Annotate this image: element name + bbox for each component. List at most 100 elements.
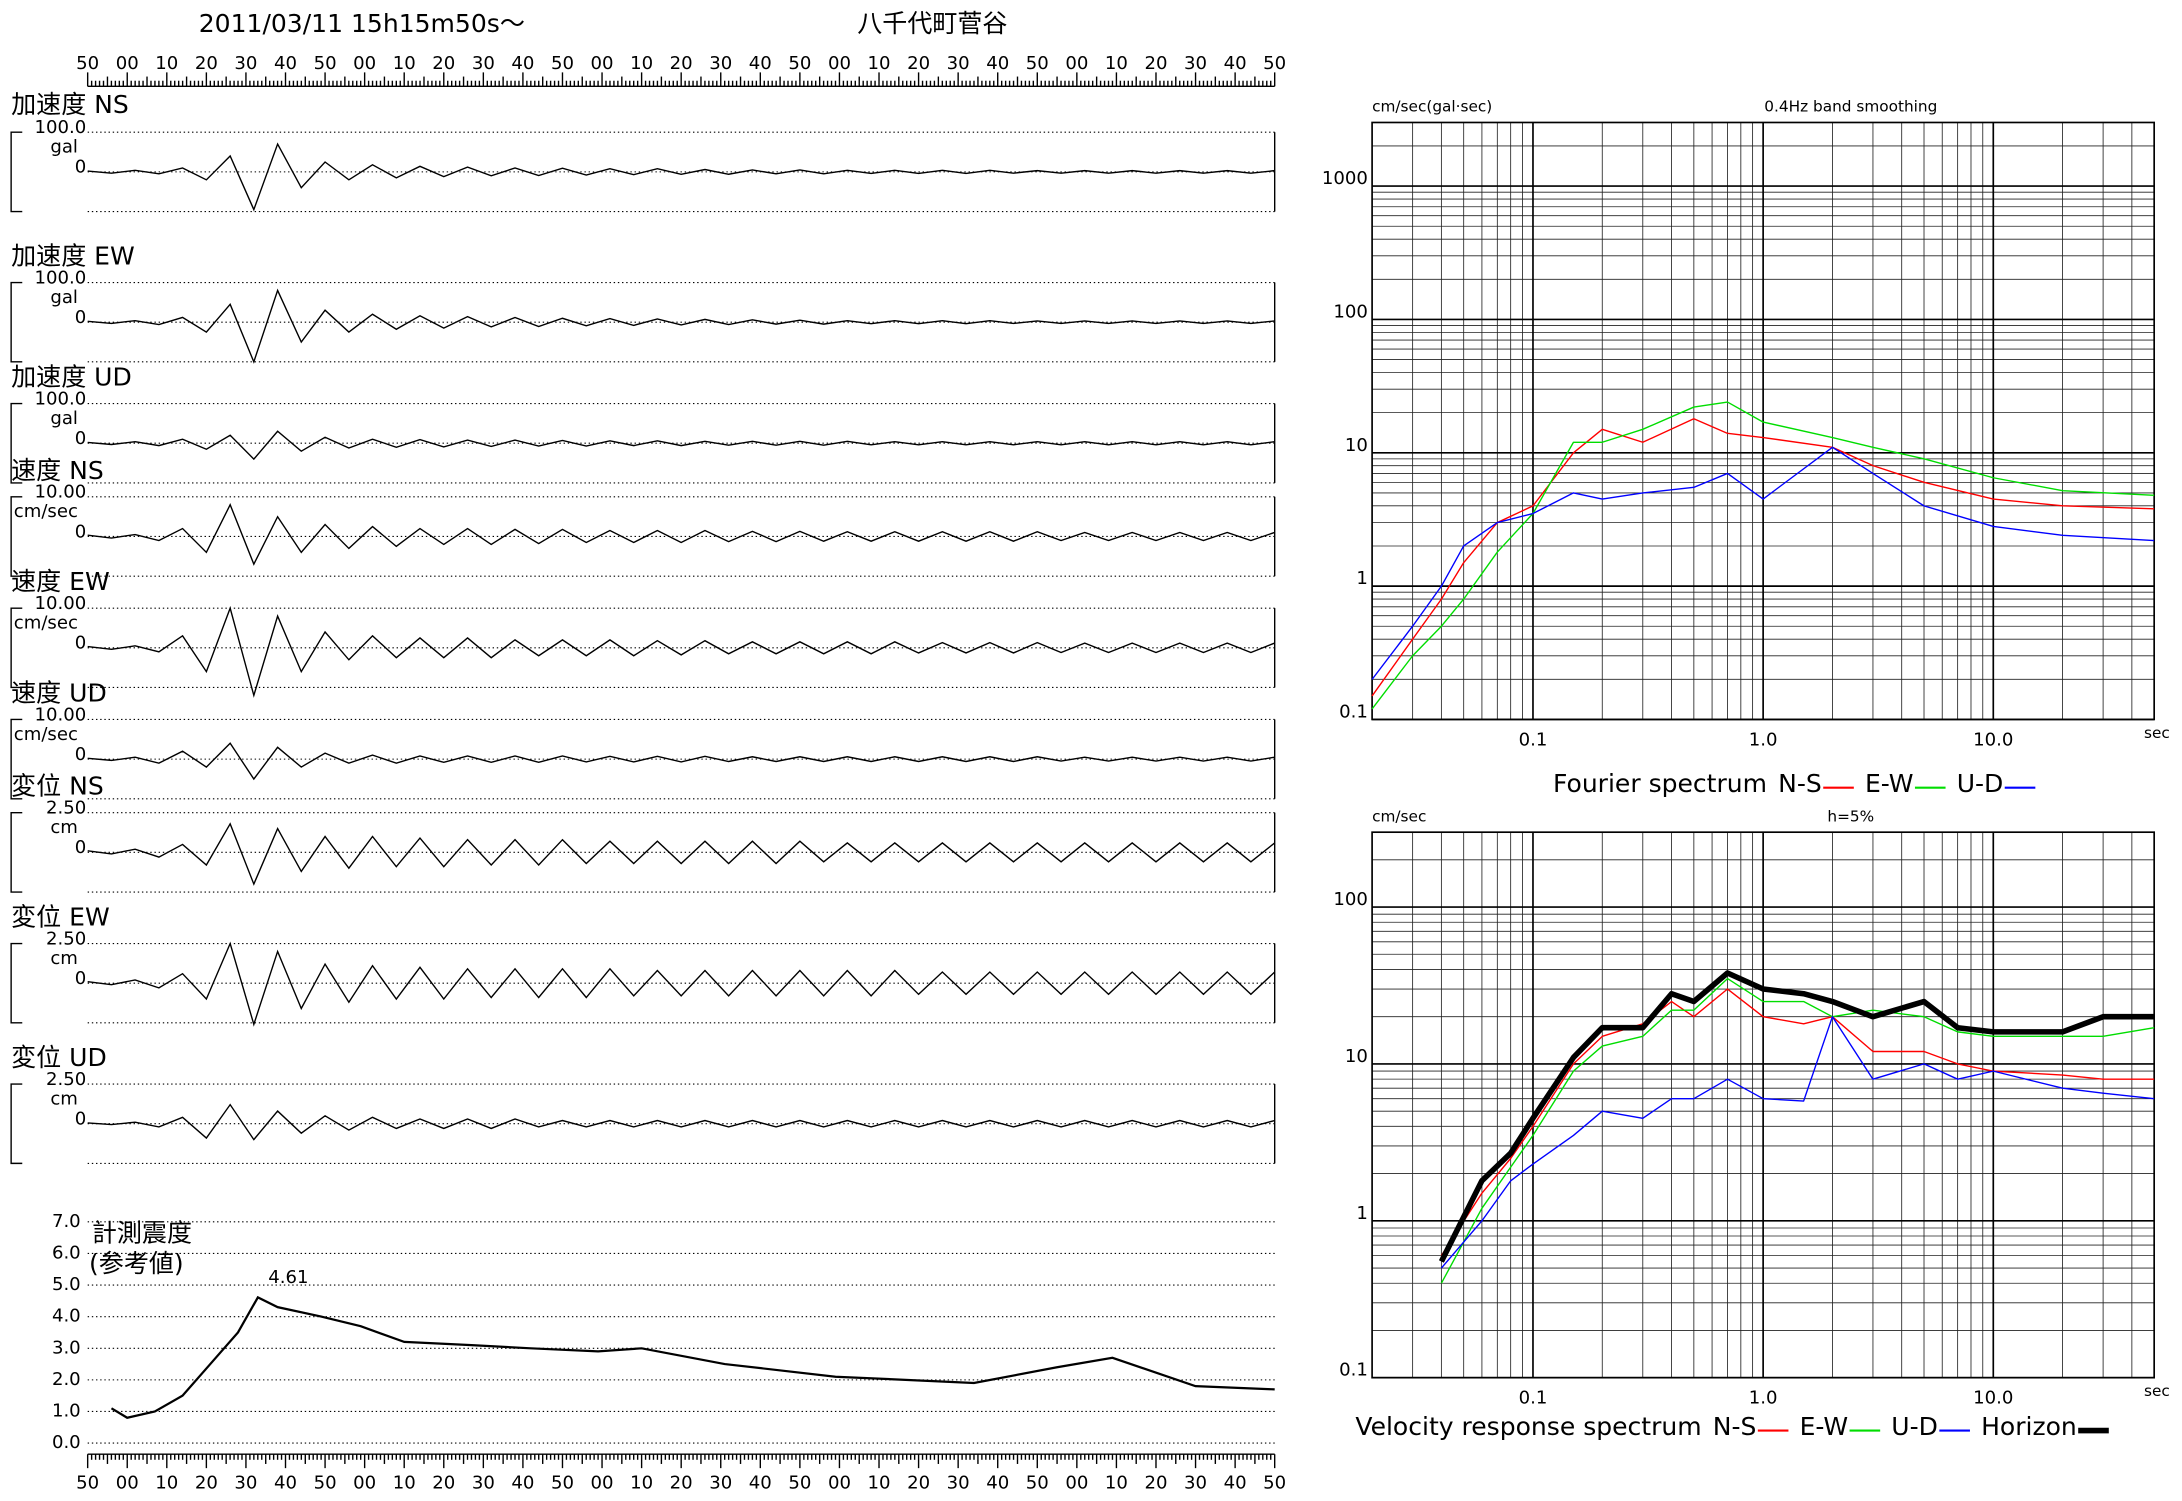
x-tick-label: 10 <box>1105 1472 1128 1493</box>
y-tick-label: 100.0 <box>35 117 87 138</box>
x-tick-label: 10 <box>393 53 416 74</box>
x-tick-label: 10 <box>155 53 178 74</box>
x-tick-label: 50 <box>788 1472 811 1493</box>
x-tick-label: 00 <box>116 53 139 74</box>
legend-label: N-S <box>1778 769 1822 798</box>
x-tick-label: 30 <box>947 1472 970 1493</box>
unit-label: gal <box>50 408 78 429</box>
x-tick-label: 30 <box>234 53 257 74</box>
x-tick-label: 40 <box>1224 1472 1247 1493</box>
legend-label: U-D <box>1957 769 2004 798</box>
panel-label: 速度 EW <box>11 567 110 596</box>
x-tick-label: 1.0 <box>1749 1388 1778 1409</box>
x-tick-label: 00 <box>1065 1472 1088 1493</box>
x-tick-label: 40 <box>274 1472 297 1493</box>
spectrum-line <box>1371 446 2155 680</box>
unit-label: cm <box>50 817 78 838</box>
panel-label: 変位 EW <box>11 902 110 931</box>
x-tick-label: 20 <box>1144 1472 1167 1493</box>
waveform <box>87 941 1276 1027</box>
x-tick-label: 30 <box>947 53 970 74</box>
y-axis-label: cm/sec <box>1372 807 1426 825</box>
x-tick-label: 40 <box>511 1472 534 1493</box>
x-tick-label: 40 <box>749 1472 772 1493</box>
x-tick-label: 00 <box>828 53 851 74</box>
x-tick-label: 10 <box>393 1472 416 1493</box>
x-tick-label: 00 <box>353 53 376 74</box>
x-tick-label: 0.1 <box>1519 1388 1548 1409</box>
waveform <box>87 605 1275 698</box>
panel-label: 変位 NS <box>11 772 104 801</box>
x-tick-label: 20 <box>1144 53 1167 74</box>
x-tick-label: 40 <box>511 53 534 74</box>
x-tick-label: 10 <box>1105 53 1128 74</box>
spectrum-line <box>1440 1016 2155 1269</box>
x-tick-label: 00 <box>1065 53 1088 74</box>
chart-title: 0.4Hz band smoothing <box>1764 98 1937 116</box>
y-tick-label: 100.0 <box>35 267 87 288</box>
x-tick-label: 50 <box>1263 1472 1286 1493</box>
x-tick-label: 20 <box>432 53 455 74</box>
spectrum-line <box>1371 418 2155 697</box>
x-tick-label: 50 <box>551 1472 574 1493</box>
panel-label: 速度 NS <box>11 456 104 485</box>
x-tick-label: 10 <box>155 1472 178 1493</box>
panel-bracket <box>10 1083 23 1165</box>
unit-label: gal <box>50 287 78 308</box>
x-tick-label: 50 <box>76 1472 99 1493</box>
x-axis-label: sec <box>2144 1382 2170 1400</box>
unit-label: cm <box>50 1088 78 1109</box>
unit-label: cm/sec <box>14 724 78 745</box>
y-tick-label: 10.00 <box>35 593 87 614</box>
spectrum-line <box>1371 401 2155 710</box>
y-tick-label: 1 <box>1356 1203 1368 1224</box>
y-tick-label: 0 <box>75 307 87 328</box>
panel-bracket <box>10 402 23 484</box>
panel-label: 変位 UD <box>11 1043 107 1072</box>
y-tick-label: 10 <box>1345 1046 1368 1067</box>
panel-bracket <box>10 718 23 800</box>
waveform <box>87 288 1275 364</box>
chart-title: 計測震度 <box>92 1218 192 1247</box>
x-tick-label: 40 <box>274 53 297 74</box>
panel-label: 加速度 NS <box>11 90 129 119</box>
y-tick-label: 0.1 <box>1339 702 1368 723</box>
y-tick-label: 0.1 <box>1339 1360 1368 1381</box>
x-tick-label: 40 <box>986 1472 1009 1493</box>
y-tick-label: 100 <box>1333 889 1368 910</box>
peak-label: 4.61 <box>268 1267 308 1288</box>
x-tick-label: 40 <box>749 53 772 74</box>
waveform <box>87 503 1275 566</box>
y-tick-label: 10.00 <box>35 482 87 503</box>
x-tick-label: 10.0 <box>1973 729 2013 750</box>
y-tick-label: 1 <box>1356 568 1368 589</box>
y-tick-label: 2.0 <box>52 1369 81 1390</box>
panel-label: 速度 UD <box>11 678 107 707</box>
panel-bracket <box>10 942 23 1024</box>
spectrum-line <box>1438 970 2155 1263</box>
x-tick-label: 10.0 <box>1973 1388 2013 1409</box>
y-tick-label: 1.0 <box>52 1400 81 1421</box>
panel-bracket <box>10 496 23 577</box>
x-tick-label: 1.0 <box>1749 729 1778 750</box>
plot-frame <box>1371 831 2156 1379</box>
y-tick-label: 10 <box>1345 435 1368 456</box>
y-tick-label: 7.0 <box>52 1211 81 1232</box>
x-tick-label: 00 <box>116 1472 139 1493</box>
x-tick-label: 10 <box>868 1472 891 1493</box>
x-tick-label: 20 <box>432 1472 455 1493</box>
legend-label: E-W <box>1800 1412 1849 1441</box>
x-tick-label: 50 <box>1263 53 1286 74</box>
y-tick-label: 100.0 <box>35 388 87 409</box>
panel-bracket <box>10 607 23 689</box>
y-tick-label: 100 <box>1333 301 1368 322</box>
waveform <box>87 142 1275 212</box>
panel-bracket <box>10 812 23 893</box>
y-tick-label: 5.0 <box>52 1274 81 1295</box>
legend-label: E-W <box>1865 769 1914 798</box>
x-tick-label: 50 <box>551 53 574 74</box>
panel-label: 加速度 UD <box>11 363 132 392</box>
legend-label: N-S <box>1713 1412 1757 1441</box>
legend-label: Horizon <box>1981 1412 2077 1441</box>
x-tick-label: 20 <box>907 1472 930 1493</box>
